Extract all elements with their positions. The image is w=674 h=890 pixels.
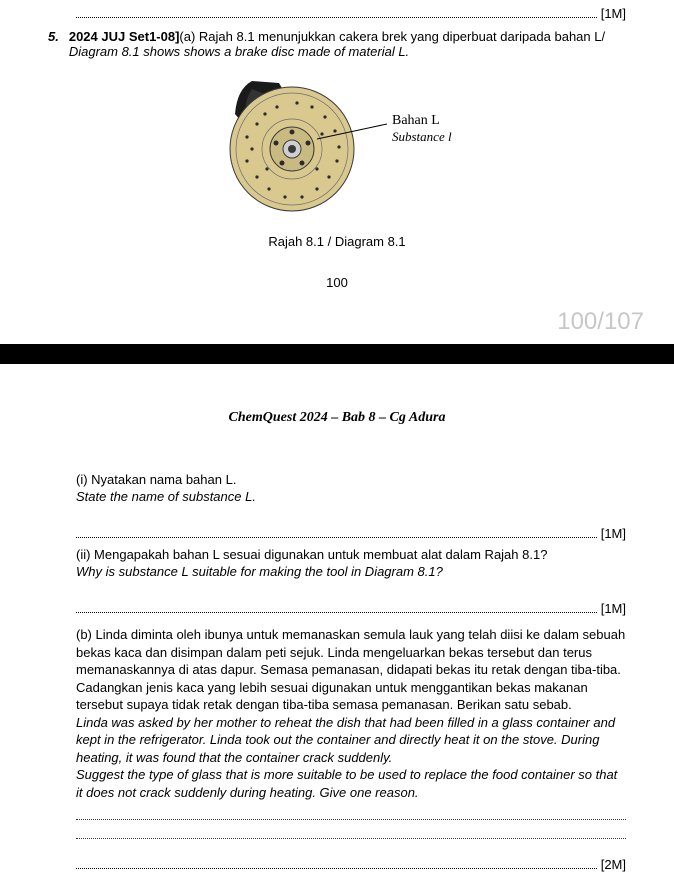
part-ii-answer-line: [1M] xyxy=(76,601,626,616)
question-5: 5. 2024 JUJ Set1-08](a) Rajah 8.1 menunj… xyxy=(48,29,626,59)
q-text-en: Diagram 8.1 shows shows a brake disc mad… xyxy=(69,44,409,59)
bolt-hole xyxy=(306,141,311,146)
part-b: (b) Linda diminta oleh ibunya untuk mema… xyxy=(76,626,626,801)
dotted-line xyxy=(76,819,626,820)
bolt-hole xyxy=(290,130,295,135)
content-top: [1M] 5. 2024 JUJ Set1-08](a) Rajah 8.1 m… xyxy=(0,6,674,290)
dotted-line xyxy=(76,612,597,613)
brake-disc-svg: Bahan L Substance l xyxy=(197,69,477,229)
mark-1m-top: [1M] xyxy=(601,6,626,21)
label-bahan-l: Bahan L xyxy=(392,113,440,128)
part-b-p1-en: Linda was asked by her mother to reheat … xyxy=(76,715,615,765)
page-count: 100/107 xyxy=(0,308,674,336)
chapter-header: ChemQuest 2024 – Bab 8 – Cg Adura xyxy=(48,410,626,426)
question-ref: 2024 JUJ Set1-08] xyxy=(69,29,180,44)
page-top: [1M] 5. 2024 JUJ Set1-08](a) Rajah 8.1 m… xyxy=(0,6,674,872)
part-b-answer-line-2 xyxy=(76,838,626,839)
label-substance-l: Substance l xyxy=(392,129,452,144)
part-ii-ms: (ii) Mengapakah bahan L sesuai digunakan… xyxy=(76,547,626,562)
part-b-answer-line-1 xyxy=(76,819,626,820)
part-a-label: (a) xyxy=(179,29,199,44)
diagram-caption: Rajah 8.1 / Diagram 8.1 xyxy=(48,234,626,249)
bolt-hole xyxy=(274,141,279,146)
question-number: 5. xyxy=(48,29,59,59)
diagram-8-1: Bahan L Substance l Rajah 8.1 / Diagram … xyxy=(48,69,626,249)
page-number: 100 xyxy=(48,275,626,290)
q-text-ms: Rajah 8.1 menunjukkan cakera brek yang d… xyxy=(199,29,605,44)
part-i-ms: (i) Nyatakan nama bahan L. xyxy=(76,472,626,487)
part-b-p2-ms: Cadangkan jenis kaca yang lebih sesuai d… xyxy=(76,680,588,713)
dotted-line xyxy=(76,868,597,869)
part-i-answer-line: [1M] xyxy=(76,526,626,541)
part-i-en: State the name of substance L. xyxy=(76,489,626,504)
part-b-answer-line-3: [2M] xyxy=(76,857,626,872)
hub-hole xyxy=(288,145,296,153)
sub-questions: (i) Nyatakan nama bahan L. State the nam… xyxy=(76,472,626,872)
dotted-line xyxy=(76,537,597,538)
prev-answer-line: [1M] xyxy=(76,6,626,21)
bolt-hole xyxy=(280,161,285,166)
part-b-p1-ms: (b) Linda diminta oleh ibunya untuk mema… xyxy=(76,627,625,677)
separator-bar xyxy=(0,344,674,364)
part-b-p2-en: Suggest the type of glass that is more s… xyxy=(76,767,617,800)
part-ii-mark: [1M] xyxy=(601,601,626,616)
dotted-line xyxy=(76,17,597,18)
question-body: 2024 JUJ Set1-08](a) Rajah 8.1 menunjukk… xyxy=(69,29,626,59)
part-b-mark: [2M] xyxy=(601,857,626,872)
part-ii-en: Why is substance L suitable for making t… xyxy=(76,564,626,579)
dotted-line xyxy=(76,838,626,839)
part-i-mark: [1M] xyxy=(601,526,626,541)
content-bottom: ChemQuest 2024 – Bab 8 – Cg Adura (i) Ny… xyxy=(0,410,674,872)
bolt-hole xyxy=(300,161,305,166)
